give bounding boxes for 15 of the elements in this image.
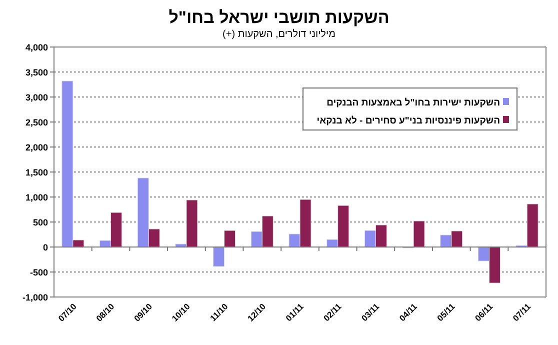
y-tick-label: 3,000: [25, 92, 48, 102]
y-tick-label: 2,500: [25, 118, 48, 128]
y-tick-label: 500: [32, 218, 48, 228]
y-tick-label: -500: [30, 268, 48, 278]
y-tick-label: -1,000: [22, 292, 48, 302]
y-tick-label: 1,500: [25, 168, 48, 178]
y-tick-label: 2,000: [25, 142, 48, 152]
legend-label: השקעות ישירות בחו"ל באמצעות הבנקים: [326, 98, 500, 108]
y-tick-label: 4,000: [25, 42, 48, 52]
chart-title: השקעות תושבי ישראל בחו"ל: [168, 8, 390, 27]
y-tick-label: 0: [42, 242, 48, 252]
y-tick-label: 1,000: [25, 192, 48, 202]
legend-label: השקעות פיננסיות בני"ע סחירים - לא בנקאי: [316, 116, 500, 126]
y-tick-label: 3,500: [25, 68, 48, 78]
chart-subtitle: מיליוני דולרים, השקעות (+): [222, 28, 336, 40]
